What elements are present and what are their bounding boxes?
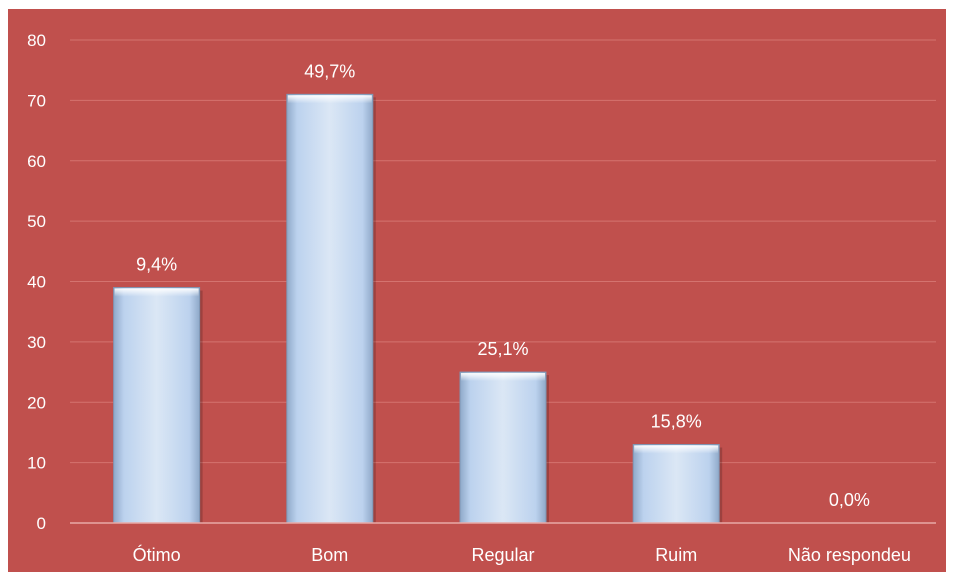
x-axis-category-labels: Ótimo Bom Regular Ruim Não respondeu [133, 544, 911, 565]
y-tick-label: 10 [27, 454, 46, 473]
bar-highlight [461, 373, 545, 382]
y-tick-label: 60 [27, 152, 46, 171]
data-label: 9,4% [136, 255, 177, 275]
y-tick-label: 50 [27, 212, 46, 231]
bar [632, 444, 720, 524]
y-tick-label: 30 [27, 333, 46, 352]
bar [113, 287, 201, 524]
bar-highlight [287, 95, 372, 104]
data-labels: 9,4% 49,7% 25,1% 15,8% 0,0% [136, 61, 870, 510]
x-category-label: Regular [471, 545, 534, 565]
x-category-label: Ótimo [133, 544, 181, 565]
y-tick-label: 20 [27, 393, 46, 412]
x-category-label: Ruim [655, 545, 697, 565]
data-label: 49,7% [304, 61, 355, 81]
bar [286, 93, 374, 524]
x-category-label: Bom [311, 545, 348, 565]
bar-highlight [634, 445, 719, 454]
y-tick-label: 70 [27, 91, 46, 110]
y-tick-label: 40 [27, 273, 46, 292]
data-label: 0,0% [829, 490, 870, 510]
bar [459, 371, 547, 524]
x-category-label: Não respondeu [788, 545, 911, 565]
y-tick-label: 0 [37, 514, 46, 533]
data-label: 25,1% [477, 339, 528, 359]
y-tick-label: 80 [27, 31, 46, 50]
bar-highlight [114, 288, 199, 297]
bars [113, 93, 723, 524]
data-label: 15,8% [651, 412, 702, 432]
y-axis-tick-labels: 0 10 20 30 40 50 60 70 80 [27, 31, 46, 533]
